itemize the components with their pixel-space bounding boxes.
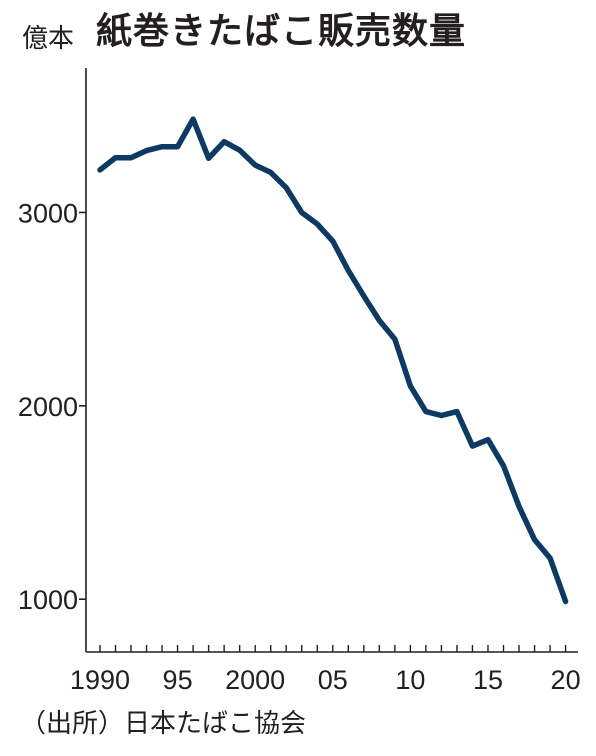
chart-tick-labels: 1000 2000 3000 1990 95 2000 05 10 15 20 <box>18 198 581 695</box>
x-tick-label: 20 <box>551 665 581 695</box>
series-line <box>97 116 569 605</box>
y-axis-unit-label: 億本 <box>22 24 75 54</box>
chart-series <box>97 116 569 605</box>
x-tick-label: 95 <box>163 665 193 695</box>
source-note: （出所）日本たばこ協会 <box>20 709 307 739</box>
x-tick-label: 15 <box>473 665 503 695</box>
x-tick-label: 1990 <box>70 665 130 695</box>
chart-axes <box>79 68 578 653</box>
y-tick-label: 1000 <box>18 585 78 615</box>
x-tick-label: 10 <box>395 665 425 695</box>
x-tick-label: 05 <box>318 665 348 695</box>
y-tick-label: 3000 <box>18 198 78 228</box>
y-tick-label: 2000 <box>18 392 78 422</box>
x-tick-label: 2000 <box>225 665 285 695</box>
chart-title: 紙巻きたばこ販売数量 <box>96 11 467 52</box>
